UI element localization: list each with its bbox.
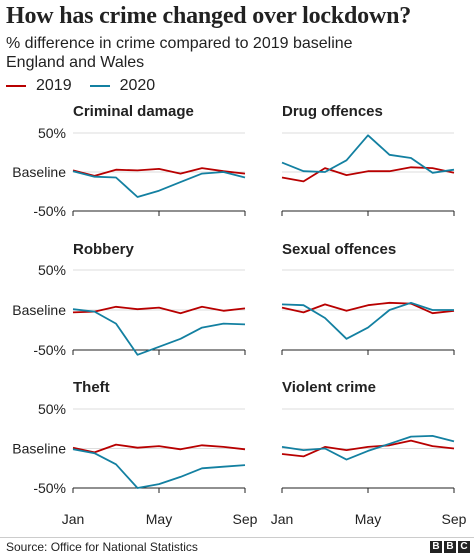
- panel-sexual-offences: Sexual offences: [281, 241, 455, 355]
- y-tick-label: -50%: [33, 480, 66, 496]
- x-tick-label: May: [146, 511, 172, 527]
- panel-drug-offences: Drug offences: [281, 103, 455, 216]
- series-line-2020: [281, 134, 455, 174]
- y-tick-label: -50%: [33, 342, 66, 358]
- x-tick-label: Sep: [233, 511, 258, 527]
- legend-label: 2020: [119, 77, 156, 94]
- bbc-logo: B B C: [428, 541, 470, 553]
- y-tick-label: 50%: [38, 125, 66, 141]
- series-line-2019: [72, 305, 246, 315]
- panel-title: Violent crime: [282, 379, 376, 396]
- logo-letter: B: [444, 541, 456, 553]
- y-tick-label: Baseline: [12, 302, 66, 318]
- x-tick-label: Jan: [62, 511, 85, 527]
- chart-title: How has crime changed over lockdown?: [6, 3, 412, 29]
- series-line-2020: [72, 308, 246, 356]
- x-tick-label: May: [355, 511, 381, 527]
- chart-subtitle: % difference in crime compared to 2019 b…: [6, 34, 466, 72]
- panel-title: Sexual offences: [282, 241, 396, 258]
- series-line-2020: [72, 170, 246, 198]
- series-line-2020: [72, 448, 246, 489]
- series-line-2019: [72, 167, 246, 177]
- series-line-2020: [281, 301, 454, 340]
- logo-letter: B: [430, 541, 442, 553]
- y-tick-label: -50%: [33, 203, 66, 219]
- source-note: Source: Office for National Statistics: [6, 540, 198, 554]
- legend-swatch-2020: [89, 85, 110, 87]
- panel-title: Theft: [73, 379, 110, 396]
- panel-title: Robbery: [73, 241, 135, 258]
- panel-robbery: Robbery 50% Baseline -50%: [12, 241, 246, 358]
- subtitle-line: England and Wales: [6, 54, 145, 71]
- panel-violent-crime: Violent crime Jan May Sep: [271, 379, 467, 527]
- series-line-2020: [281, 434, 455, 461]
- x-tick-label: Sep: [442, 511, 467, 527]
- y-tick-label: Baseline: [12, 441, 66, 457]
- x-tick-label: Jan: [271, 511, 294, 527]
- series-line-2019: [72, 443, 246, 454]
- series-line-2019: [281, 439, 455, 458]
- panel-title: Drug offences: [282, 103, 383, 120]
- legend: 2019 2020: [6, 76, 173, 96]
- subtitle-line: % difference in crime compared to 2019 b…: [6, 35, 353, 52]
- y-tick-label: 50%: [38, 401, 66, 417]
- legend-item-2020: 2020: [89, 77, 156, 95]
- footer: Source: Office for National Statistics B…: [0, 537, 474, 556]
- legend-swatch-2019: [6, 85, 26, 87]
- panel-criminal-damage: Criminal damage 50% Baseline -50%: [12, 103, 246, 219]
- legend-label: 2019: [36, 77, 72, 94]
- panel-theft: Theft 50% Baseline -50% Jan May Sep: [12, 379, 257, 527]
- logo-letter: C: [458, 541, 470, 553]
- legend-item-2019: 2019: [6, 77, 72, 95]
- y-tick-label: Baseline: [12, 164, 66, 180]
- y-tick-label: 50%: [38, 262, 66, 278]
- panel-title: Criminal damage: [73, 103, 194, 120]
